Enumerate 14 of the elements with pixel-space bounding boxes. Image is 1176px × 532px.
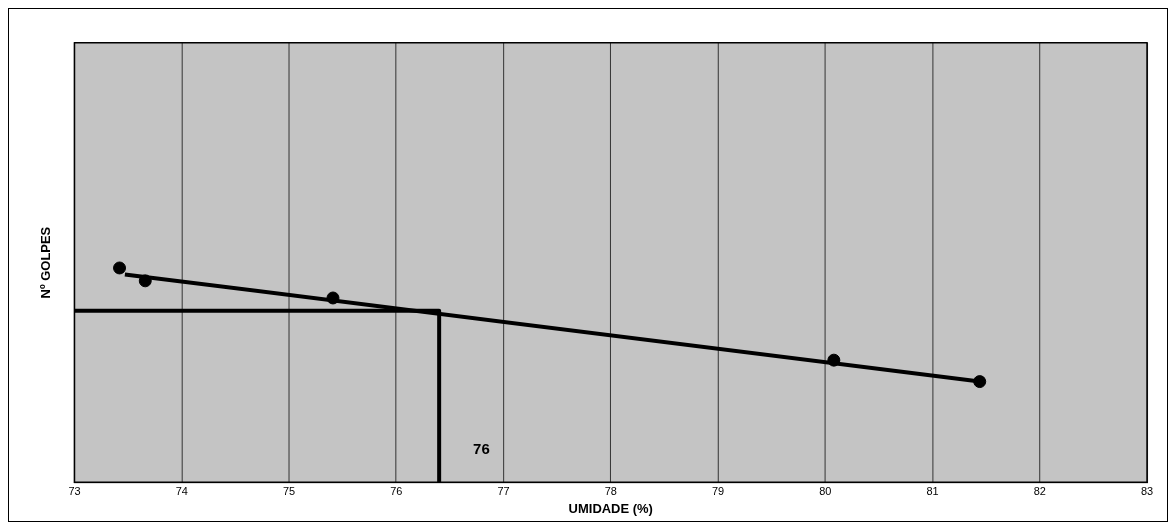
x-tick-label: 77 (497, 484, 510, 497)
x-tick-label: 75 (282, 484, 296, 497)
x-tick-label: 82 (1033, 484, 1046, 497)
x-axis-title: UMIDADE (%) (568, 500, 653, 516)
x-tick-label: 76 (390, 484, 403, 497)
x-tick-label: 74 (175, 484, 188, 497)
annotation: 76 (473, 440, 490, 458)
x-tick-label: 73 (68, 484, 81, 497)
y-axis-title: Nº GOLPES (38, 226, 54, 299)
x-tick-label: 81 (926, 484, 939, 497)
x-tick-label: 80 (819, 484, 832, 497)
x-tick-label: 79 (711, 484, 725, 497)
x-tick-label: 78 (604, 484, 617, 497)
x-tick-label: 83 (1140, 484, 1154, 497)
